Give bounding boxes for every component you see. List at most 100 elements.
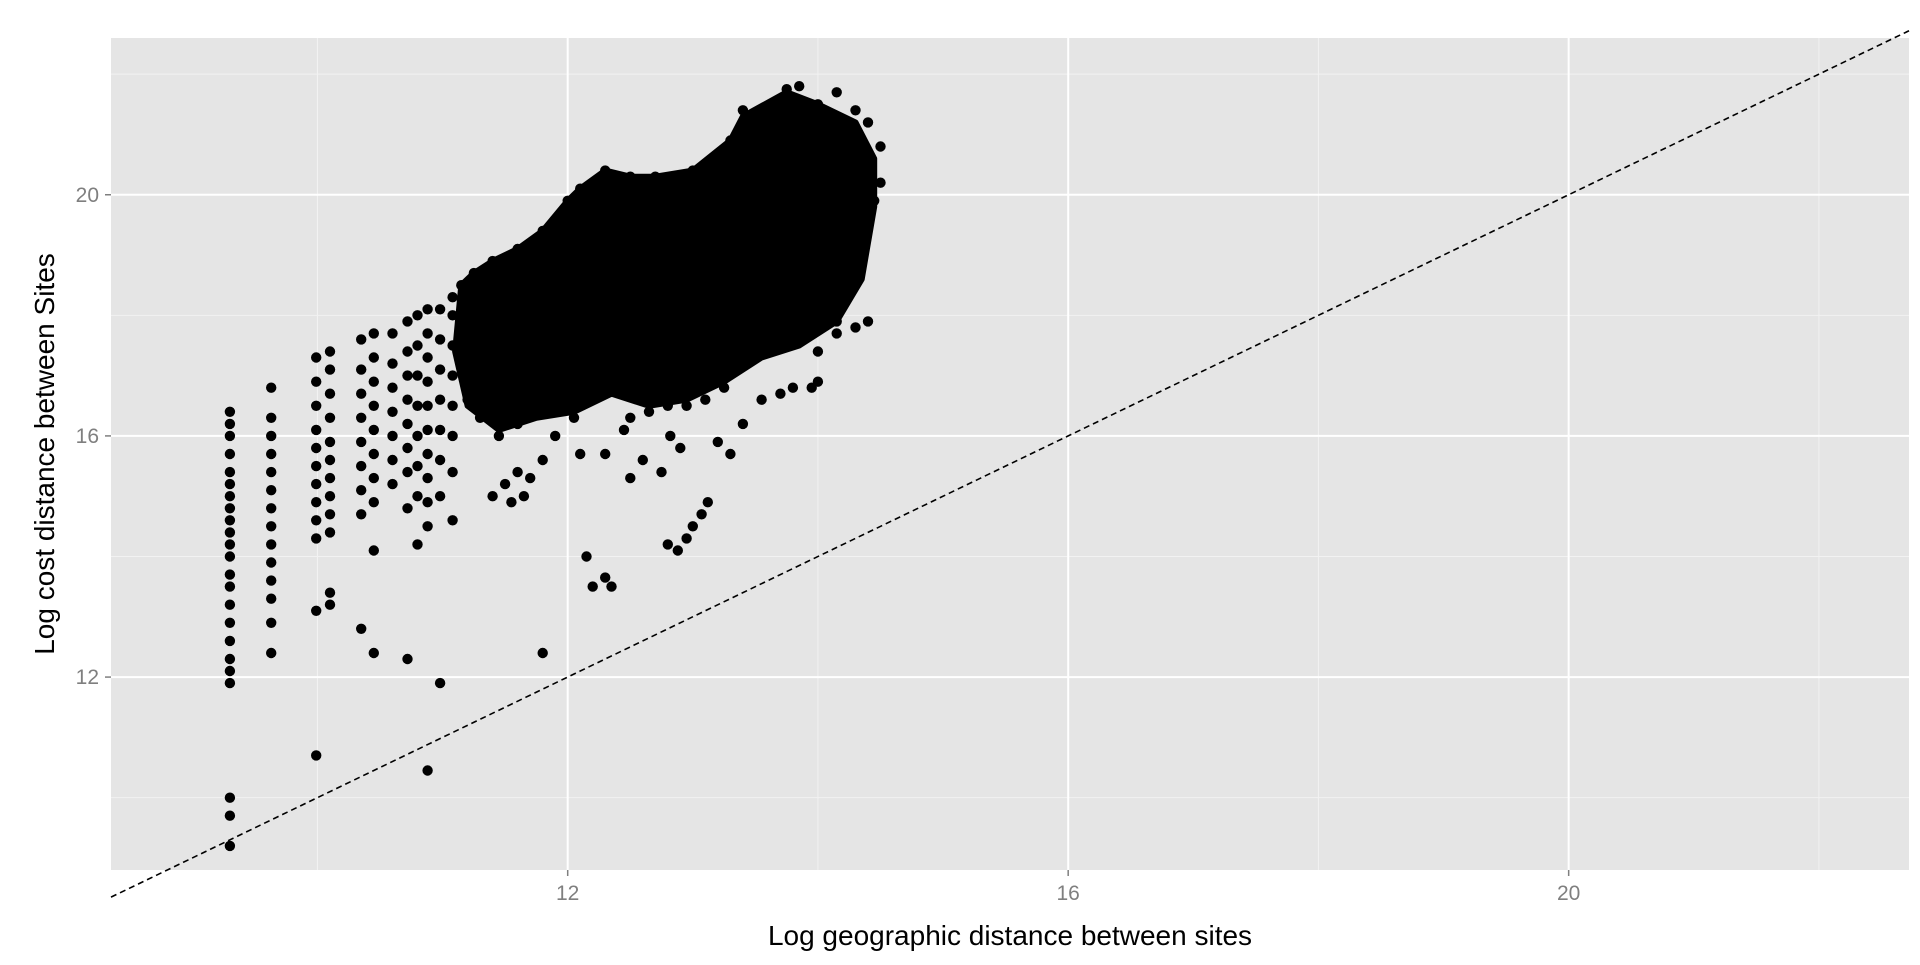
data-point xyxy=(512,418,523,430)
data-point xyxy=(756,165,767,176)
data-point xyxy=(587,213,598,225)
data-point xyxy=(737,322,749,333)
data-point xyxy=(224,418,236,430)
data-point xyxy=(812,99,824,110)
y-axis-title: Log cost distance between Sites xyxy=(29,253,60,655)
data-point xyxy=(718,165,730,176)
data-point xyxy=(402,370,413,381)
data-point xyxy=(324,388,336,399)
data-point xyxy=(681,328,692,339)
data-point xyxy=(850,195,861,206)
data-point xyxy=(356,509,367,520)
data-point xyxy=(587,394,598,405)
data-point xyxy=(869,195,880,206)
data-point xyxy=(643,370,655,381)
x-axis-title: Log geographic distance between sites xyxy=(768,920,1252,951)
data-point xyxy=(550,249,561,261)
data-point xyxy=(718,382,730,393)
data-point xyxy=(831,328,842,339)
data-point xyxy=(568,267,580,279)
data-point xyxy=(568,340,580,351)
data-point xyxy=(606,346,617,357)
data-point xyxy=(700,394,711,405)
data-point xyxy=(737,249,749,261)
data-point xyxy=(550,358,561,369)
data-point xyxy=(812,237,824,249)
data-point xyxy=(681,219,692,231)
y-tick-label: 12 xyxy=(76,666,99,689)
data-point xyxy=(368,545,379,556)
data-point xyxy=(568,412,580,423)
data-point xyxy=(537,454,548,466)
data-point xyxy=(794,328,805,339)
data-point xyxy=(831,213,842,225)
data-point xyxy=(266,521,277,532)
data-point xyxy=(447,370,458,381)
data-point xyxy=(311,442,322,454)
data-point xyxy=(718,201,730,212)
x-tick-label: 16 xyxy=(1057,882,1080,905)
data-point xyxy=(402,346,413,357)
data-point xyxy=(311,533,322,544)
data-point xyxy=(493,322,505,333)
data-point xyxy=(531,334,542,345)
data-point xyxy=(311,424,322,436)
data-point xyxy=(662,183,673,194)
data-point xyxy=(606,274,617,285)
data-point xyxy=(568,231,580,243)
data-point xyxy=(775,153,786,164)
data-point xyxy=(756,394,767,405)
data-point xyxy=(600,448,611,460)
data-point xyxy=(587,358,598,369)
data-point xyxy=(447,340,458,351)
data-point xyxy=(402,418,413,430)
data-point xyxy=(725,448,736,460)
data-point xyxy=(224,581,236,592)
data-point xyxy=(493,358,505,369)
data-point xyxy=(831,141,842,152)
data-point xyxy=(625,472,636,484)
data-point xyxy=(681,364,692,375)
data-point xyxy=(224,515,236,526)
data-point xyxy=(550,394,561,405)
data-point xyxy=(518,491,530,502)
data-point xyxy=(368,497,379,508)
data-point xyxy=(862,316,874,327)
data-point xyxy=(512,382,523,393)
data-point xyxy=(696,509,707,520)
data-point xyxy=(474,376,486,387)
data-point xyxy=(794,183,805,194)
data-point xyxy=(447,515,458,526)
data-point xyxy=(266,466,277,478)
data-point xyxy=(737,418,749,430)
data-point xyxy=(850,231,861,243)
data-point xyxy=(266,593,277,604)
data-point xyxy=(812,201,824,212)
data-point xyxy=(681,400,692,411)
data-point xyxy=(224,406,236,417)
data-point xyxy=(468,267,480,279)
data-point xyxy=(387,454,398,466)
data-point xyxy=(775,334,786,345)
data-point xyxy=(643,406,655,417)
data-point xyxy=(224,792,236,803)
data-point xyxy=(600,572,611,583)
data-point xyxy=(356,485,367,496)
data-point xyxy=(750,117,761,128)
data-point xyxy=(412,400,423,411)
data-point xyxy=(387,406,398,417)
data-point xyxy=(606,581,617,592)
data-point xyxy=(606,382,617,393)
data-point xyxy=(434,677,446,689)
data-point xyxy=(224,551,236,562)
data-point xyxy=(434,491,446,502)
data-point xyxy=(324,436,336,448)
data-point xyxy=(531,261,542,273)
data-point xyxy=(402,466,413,478)
data-point xyxy=(324,412,336,423)
data-point xyxy=(224,503,236,514)
data-point xyxy=(662,219,673,231)
data-point xyxy=(402,442,413,454)
data-point xyxy=(224,491,236,502)
data-point xyxy=(700,322,711,333)
